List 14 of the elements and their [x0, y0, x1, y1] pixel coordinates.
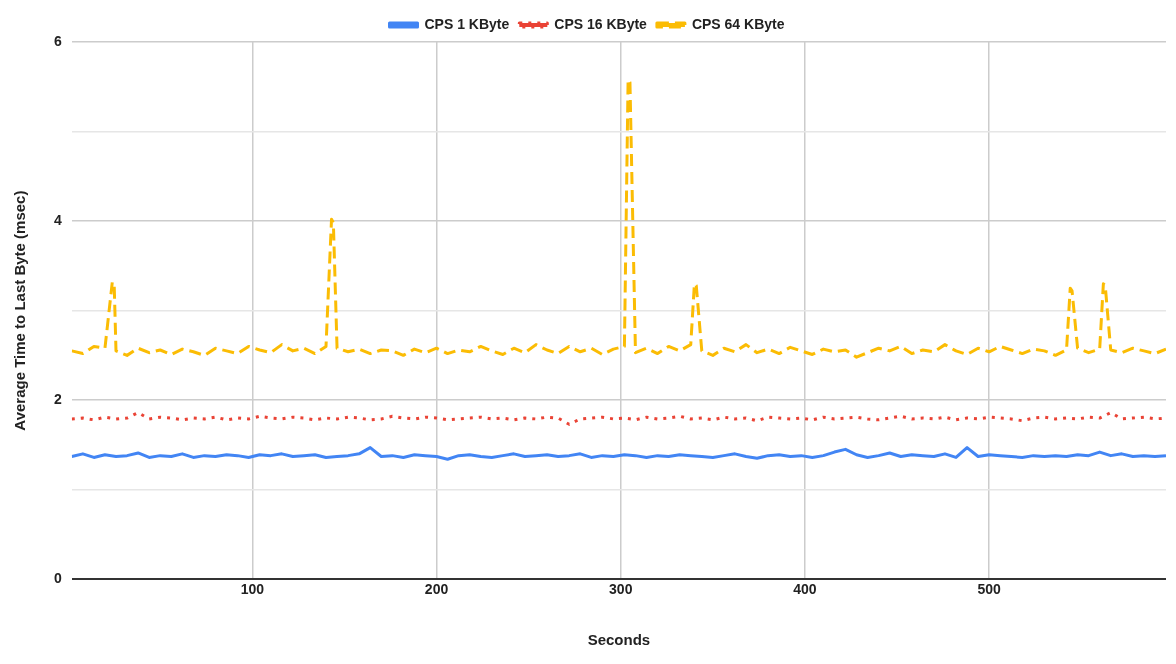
x-tick-label: 200 [424, 581, 449, 598]
x-tick-label: 300 [609, 581, 633, 598]
y-tick-label: 2 [53, 390, 62, 407]
y-tick-label: 6 [53, 32, 62, 49]
x-axis-title: Seconds [587, 631, 651, 649]
x-tick-label: 500 [977, 581, 1002, 598]
y-axis-title: Average Time to Last Byte (msec) [11, 190, 29, 431]
legend-label: CPS 64 KByte [691, 15, 785, 32]
x-tick-label: 400 [793, 581, 817, 598]
x-tick-label: 100 [240, 581, 265, 598]
legend-label: CPS 16 KByte [554, 15, 648, 32]
y-tick-label: 4 [53, 211, 62, 228]
y-tick-label: 0 [53, 570, 62, 587]
legend-label: CPS 1 KByte [424, 15, 510, 32]
